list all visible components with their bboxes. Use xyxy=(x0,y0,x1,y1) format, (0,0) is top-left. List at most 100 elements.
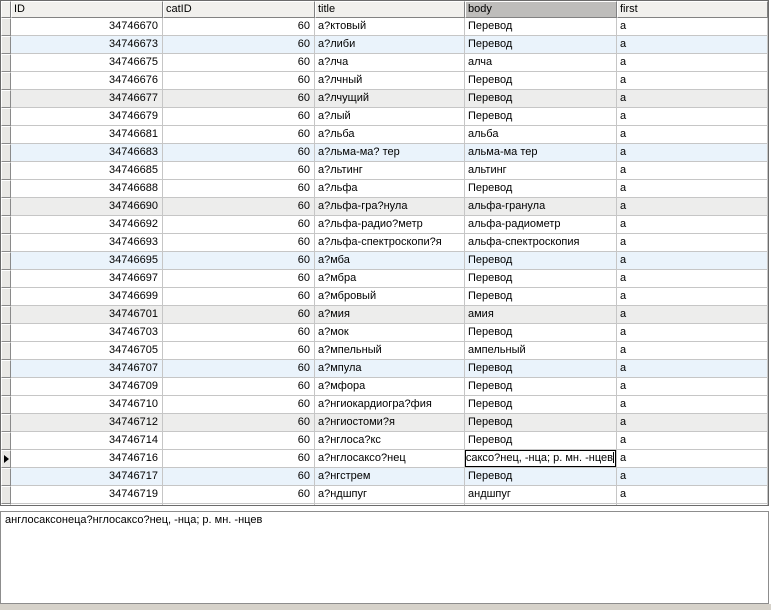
cell-catid[interactable]: 60 xyxy=(163,414,315,432)
cell-body[interactable]: Перевод саксо?нец, -нца; р. мн. -нцев xyxy=(465,378,617,396)
cell-body[interactable]: Перевод саксо?нец, -нца; р. мн. -нцев xyxy=(465,360,617,378)
cell-body[interactable]: альма-ма тер саксо?нец, -нца; р. мн. -нц… xyxy=(465,144,617,162)
grid-corner-cell[interactable] xyxy=(1,1,11,18)
row-selector[interactable] xyxy=(1,486,11,504)
cell-title[interactable]: а?нгиокардиогра?фия xyxy=(315,396,465,414)
cell-body[interactable]: Перевод саксо?нец, -нца; р. мн. -нцев xyxy=(465,432,617,450)
cell-catid[interactable]: 60 xyxy=(163,324,315,342)
cell-id[interactable]: 34746677 xyxy=(11,90,163,108)
cell-id[interactable]: 34746673 xyxy=(11,36,163,54)
cell-catid[interactable]: 60 xyxy=(163,378,315,396)
cell-catid[interactable]: 60 xyxy=(163,234,315,252)
cell-id[interactable]: 34746692 xyxy=(11,216,163,234)
row-selector[interactable] xyxy=(1,432,11,450)
cell-first[interactable]: а xyxy=(617,126,768,144)
cell-first[interactable]: а xyxy=(617,360,768,378)
cell-body[interactable]: андшпуг саксо?нец, -нца; р. мн. -нцев xyxy=(465,486,617,504)
cell-title[interactable]: а?льфа-радио?метр xyxy=(315,216,465,234)
cell-body[interactable]: Перевод саксо?нец, -нца; р. мн. -нцев xyxy=(465,288,617,306)
row-selector[interactable] xyxy=(1,18,11,36)
cell-title[interactable]: а?ндшпуг xyxy=(315,486,465,504)
cell-first[interactable]: а xyxy=(617,432,768,450)
cell-title[interactable]: а?мфора xyxy=(315,378,465,396)
row-selector[interactable] xyxy=(1,504,11,505)
cell-catid[interactable]: 60 xyxy=(163,90,315,108)
row-selector[interactable] xyxy=(1,450,11,468)
cell-catid[interactable]: 60 xyxy=(163,54,315,72)
cell-id[interactable]: 34746690 xyxy=(11,198,163,216)
cell-title[interactable]: а?льфа-спектроскопи?я xyxy=(315,234,465,252)
cell-catid[interactable]: 60 xyxy=(163,144,315,162)
row-selector[interactable] xyxy=(1,90,11,108)
cell-catid[interactable]: 60 xyxy=(163,198,315,216)
cell-first[interactable]: а xyxy=(617,54,768,72)
cell-catid[interactable]: 60 xyxy=(163,306,315,324)
cell-title[interactable]: а?нглосаксо?нец xyxy=(315,450,465,468)
row-selector[interactable] xyxy=(1,216,11,234)
cell-id[interactable]: 34746717 xyxy=(11,468,163,486)
cell-title[interactable]: а?лчный xyxy=(315,72,465,90)
cell-title[interactable]: а?мбровый xyxy=(315,288,465,306)
cell-catid[interactable]: 60 xyxy=(163,360,315,378)
row-selector[interactable] xyxy=(1,180,11,198)
cell-title[interactable]: а?льтинг xyxy=(315,162,465,180)
cell-first[interactable]: а xyxy=(617,108,768,126)
cell-body[interactable]: альфа-спектроскопия саксо?нец, -нца; р. … xyxy=(465,234,617,252)
cell-body[interactable]: альба саксо?нец, -нца; р. мн. -нцев xyxy=(465,126,617,144)
cell-title[interactable] xyxy=(315,504,465,505)
cell-body[interactable]: альфа-радиометр саксо?нец, -нца; р. мн. … xyxy=(465,216,617,234)
cell-id[interactable]: 34746685 xyxy=(11,162,163,180)
cell-catid[interactable]: 60 xyxy=(163,342,315,360)
cell-id[interactable]: 34746679 xyxy=(11,108,163,126)
row-selector[interactable] xyxy=(1,288,11,306)
cell-title[interactable]: а?мия xyxy=(315,306,465,324)
cell-title[interactable]: а?льма-ма? тер xyxy=(315,144,465,162)
cell-first[interactable]: а xyxy=(617,144,768,162)
cell-first[interactable]: а xyxy=(617,72,768,90)
row-selector[interactable] xyxy=(1,324,11,342)
row-selector[interactable] xyxy=(1,252,11,270)
cell-title[interactable]: а?лча xyxy=(315,54,465,72)
cell-first[interactable]: а xyxy=(617,18,768,36)
cell-body[interactable] xyxy=(465,504,617,505)
cell-id[interactable]: 34746683 xyxy=(11,144,163,162)
cell-editor-input[interactable]: саксо?нец, -нца; р. мн. -нцев xyxy=(465,450,616,467)
cell-first[interactable]: а xyxy=(617,270,768,288)
cell-body[interactable]: Перевод саксо?нец, -нца; р. мн. -нцев xyxy=(465,270,617,288)
row-selector[interactable] xyxy=(1,234,11,252)
record-detail-panel[interactable]: англосаксонеца?нглосаксо?нец, -нца; р. м… xyxy=(0,511,769,604)
cell-id[interactable]: 34746676 xyxy=(11,72,163,90)
cell-body[interactable]: альфа-гранула саксо?нец, -нца; р. мн. -н… xyxy=(465,198,617,216)
cell-id[interactable]: 34746710 xyxy=(11,396,163,414)
cell-first[interactable]: а xyxy=(617,234,768,252)
cell-body[interactable]: саксо?нец, -нца; р. мн. -нцев xyxy=(465,450,617,468)
cell-title[interactable]: а?лый xyxy=(315,108,465,126)
cell-first[interactable]: а xyxy=(617,90,768,108)
cell-id[interactable]: 34746709 xyxy=(11,378,163,396)
cell-first[interactable]: а xyxy=(617,198,768,216)
cell-title[interactable]: а?мбра xyxy=(315,270,465,288)
cell-catid[interactable]: 60 xyxy=(163,468,315,486)
cell-body[interactable]: амия саксо?нец, -нца; р. мн. -нцев xyxy=(465,306,617,324)
cell-catid[interactable]: 60 xyxy=(163,450,315,468)
cell-title[interactable]: а?льфа xyxy=(315,180,465,198)
cell-id[interactable]: 34746714 xyxy=(11,432,163,450)
cell-catid[interactable]: 60 xyxy=(163,216,315,234)
cell-first[interactable]: а xyxy=(617,216,768,234)
cell-id[interactable]: 34746699 xyxy=(11,288,163,306)
column-header-catid[interactable]: catID xyxy=(163,1,315,18)
cell-catid[interactable]: 60 xyxy=(163,108,315,126)
cell-first[interactable]: а xyxy=(617,486,768,504)
cell-title[interactable]: а?льба xyxy=(315,126,465,144)
cell-first[interactable]: а xyxy=(617,342,768,360)
cell-title[interactable]: а?нглоса?кс xyxy=(315,432,465,450)
cell-catid[interactable]: 60 xyxy=(163,288,315,306)
cell-first[interactable]: а xyxy=(617,468,768,486)
cell-first[interactable]: а xyxy=(617,252,768,270)
cell-id[interactable]: 34746693 xyxy=(11,234,163,252)
cell-body[interactable]: Перевод саксо?нец, -нца; р. мн. -нцев xyxy=(465,90,617,108)
cell-id[interactable] xyxy=(11,504,163,505)
cell-first[interactable]: а xyxy=(617,450,768,468)
column-header-id[interactable]: ID xyxy=(11,1,163,18)
cell-id[interactable]: 34746719 xyxy=(11,486,163,504)
